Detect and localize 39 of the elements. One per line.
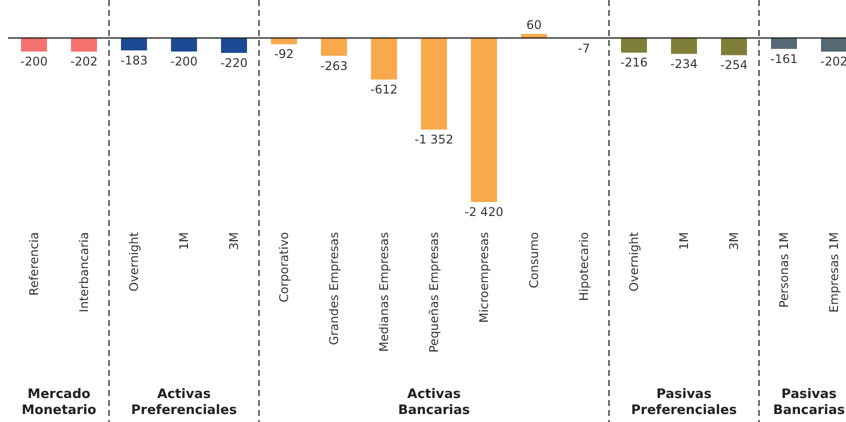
- x-tick-label: Medianas Empresas: [377, 232, 391, 352]
- x-tick-label: Empresas 1M: [827, 232, 841, 313]
- data-label: -202: [70, 54, 98, 69]
- x-tick-label: 1M: [677, 232, 691, 250]
- x-tick-label: Grandes Empresas: [327, 232, 341, 346]
- data-label: -202: [820, 54, 846, 69]
- x-tick-label: 3M: [727, 232, 741, 250]
- data-label: -216: [620, 56, 648, 70]
- x-tick-label: Referencia: [27, 232, 41, 296]
- data-label: -200: [20, 54, 48, 69]
- data-label: -2 420: [464, 205, 504, 219]
- data-label: -234: [670, 56, 698, 71]
- x-tick-label: Microempresas: [477, 232, 491, 323]
- x-tick-label: 1M: [177, 232, 191, 250]
- text: Activas Preferenciales: [131, 387, 238, 418]
- data-label: -92: [274, 47, 294, 62]
- data-label: -200: [170, 54, 198, 69]
- text: Pasivas Bancarias: [773, 387, 846, 418]
- x-tick-label: Pequeñas Empresas: [427, 232, 441, 353]
- data-label: -220: [220, 56, 248, 70]
- x-tick-label: Interbancaria: [77, 232, 91, 312]
- x-tick-label: Overnight: [627, 232, 641, 292]
- data-label: -7: [578, 41, 590, 56]
- data-label: -263: [320, 58, 348, 73]
- data-label: -612: [370, 82, 398, 96]
- data-label: 60: [526, 18, 542, 32]
- text: Mercado Monetario: [22, 387, 96, 418]
- x-tick-label: Overnight: [127, 232, 141, 292]
- x-tick-label: Consumo: [527, 232, 541, 288]
- x-tick-label: Hipotecario: [577, 232, 591, 301]
- text: Pasivas Preferenciales: [631, 387, 738, 418]
- x-tick-label: Corporativo: [277, 232, 291, 302]
- data-label: -254: [720, 58, 748, 72]
- x-tick-label: 3M: [227, 232, 241, 250]
- x-tick-label: Personas 1M: [777, 232, 791, 308]
- data-label: -183: [120, 53, 148, 68]
- data-label: -1 352: [414, 132, 454, 147]
- data-label: -161: [770, 52, 798, 66]
- text: Activas Bancarias: [398, 387, 470, 418]
